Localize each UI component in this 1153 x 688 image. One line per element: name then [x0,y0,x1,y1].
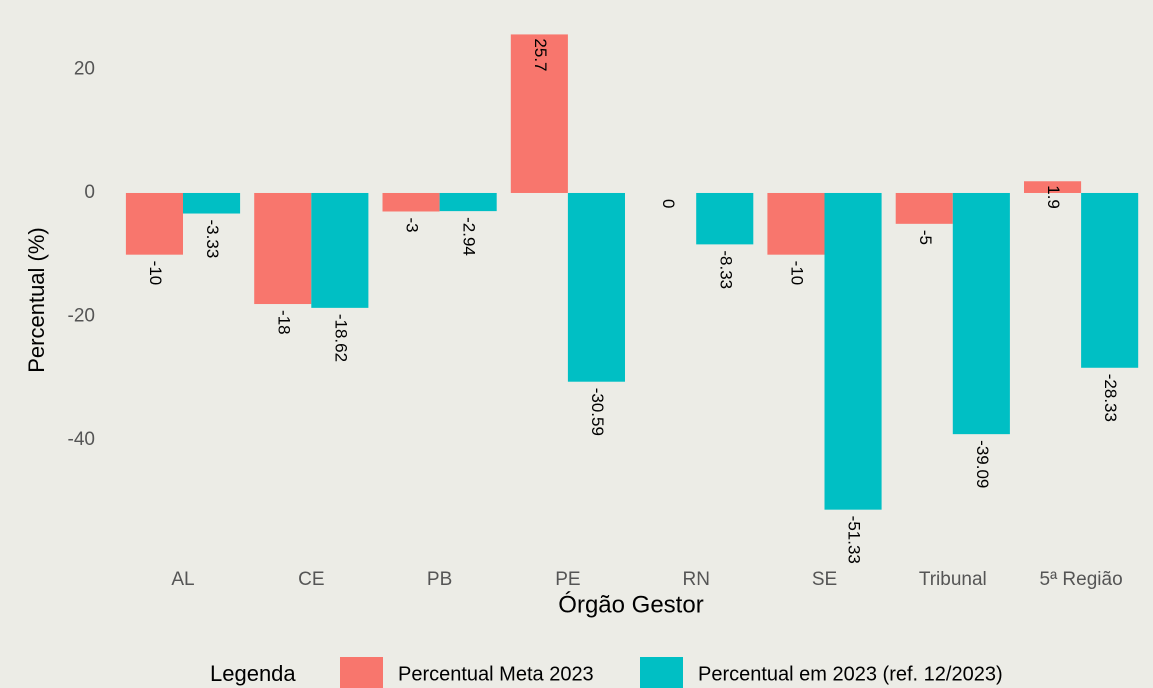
value-label: -30.59 [588,388,607,436]
value-label: -3 [403,217,422,232]
x-tick-label: CE [298,569,324,590]
value-label: -28.33 [1101,374,1120,422]
value-label: -10 [787,261,806,286]
value-label: -8.33 [716,250,735,289]
bar [311,192,369,308]
bar [254,192,312,305]
bar [382,192,440,212]
value-label: -51.33 [845,516,864,564]
x-tick-label: RN [682,569,709,590]
y-tick-label: 20 [74,59,95,80]
value-label: -10 [146,261,165,286]
value-label: -5 [916,230,935,245]
bar [895,192,953,224]
y-axis-title: Percentual (%) [24,227,49,373]
bar [767,192,825,255]
x-tick-label: 5ª Região [1040,569,1123,590]
value-label: -2.94 [460,217,479,256]
value-label: -18 [274,310,293,335]
bar [824,192,882,510]
y-tick-label: -20 [68,305,95,326]
legend-swatch [340,657,383,688]
x-tick-label: AL [171,569,194,590]
value-label: 25.7 [531,38,550,71]
x-tick-label: PB [427,569,452,590]
value-label: 1.9 [1044,185,1063,209]
bar [696,192,754,245]
x-tick-label: PE [555,569,580,590]
legend-label: Percentual em 2023 (ref. 12/2023) [698,663,1003,685]
value-label: -3.33 [203,220,222,259]
legend-label: Percentual Meta 2023 [398,663,594,685]
bar [1024,181,1082,193]
bar [125,192,183,255]
bar [183,192,241,214]
y-tick-label: -40 [68,429,95,450]
x-axis-title: Órgão Gestor [558,591,703,618]
legend-swatch [640,657,683,688]
x-tick-label: Tribunal [919,569,987,590]
value-label: -18.62 [331,314,350,362]
value-label: 0 [659,199,678,208]
bar [1081,192,1139,368]
bar [510,34,568,193]
bar [439,192,497,212]
value-label: -39.09 [973,440,992,488]
y-tick-label: 0 [84,182,95,203]
bar [952,192,1010,435]
legend-title: Legenda [210,661,296,686]
x-tick-label: SE [812,569,837,590]
bar [567,192,625,382]
